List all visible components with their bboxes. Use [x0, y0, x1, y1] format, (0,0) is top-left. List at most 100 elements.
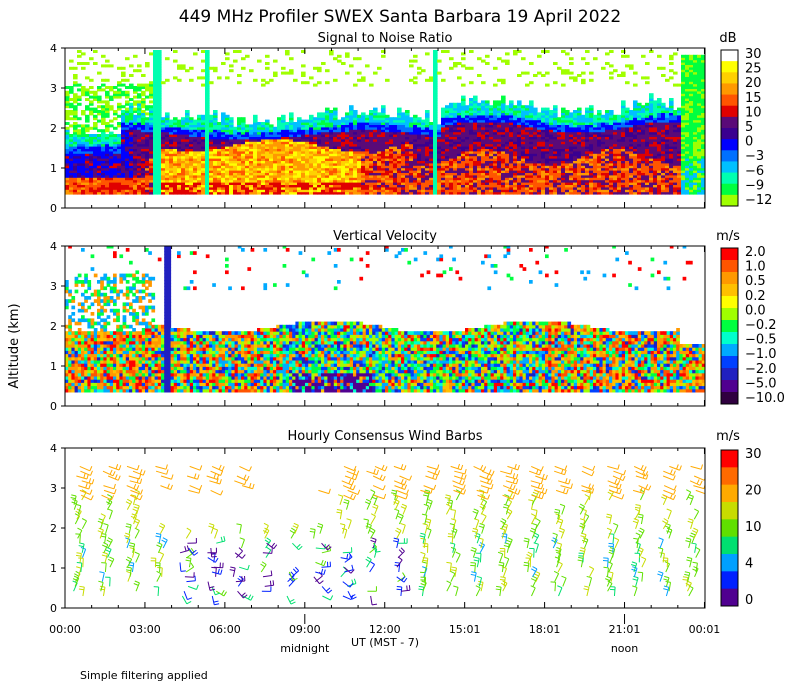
- snr-cell: [81, 124, 86, 128]
- snr-cell: [125, 146, 130, 149]
- snr-cell: [145, 189, 150, 193]
- snr-cell: [457, 191, 462, 195]
- snr-cell: [533, 124, 538, 128]
- snr-cell: [153, 174, 158, 178]
- snr-cell: [69, 191, 74, 195]
- snr-cell: [489, 136, 494, 140]
- snr-cell: [381, 172, 386, 176]
- snr-cell: [429, 146, 434, 149]
- snr-cell: [509, 191, 514, 195]
- snr-cell: [241, 179, 246, 183]
- snr-cell: [545, 122, 550, 125]
- snr-cell: [529, 174, 534, 178]
- snr-cell: [489, 160, 494, 164]
- snr-cell: [225, 136, 230, 140]
- snr-cell: [533, 134, 538, 137]
- snr-cell: [117, 184, 122, 188]
- snr-cell: [525, 148, 530, 152]
- snr-cell: [173, 131, 178, 135]
- snr-cell: [141, 124, 146, 128]
- snr-cell: [553, 167, 558, 171]
- snr-cell: [441, 141, 446, 145]
- snr-cell: [565, 129, 570, 133]
- snr-cell: [137, 138, 142, 142]
- snr-cell: [77, 158, 82, 161]
- snr-cell: [277, 165, 282, 169]
- snr-cell: [353, 136, 358, 140]
- snr-cell: [481, 81, 486, 85]
- snr-cell: [125, 162, 130, 166]
- snr-cell: [93, 160, 98, 164]
- snr-cell: [489, 141, 494, 145]
- snr-cell: [309, 170, 314, 173]
- snr-cell: [289, 146, 294, 149]
- snr-cell: [297, 158, 302, 161]
- snr-cell: [341, 191, 346, 195]
- snr-cell: [281, 148, 286, 152]
- snr-cell: [453, 114, 458, 118]
- snr-cell: [261, 191, 266, 195]
- snr-cell: [573, 76, 578, 80]
- snr-cell: [189, 167, 194, 171]
- snr-cell: [425, 138, 430, 142]
- snr-cell: [569, 136, 574, 140]
- snr-cell: [101, 100, 106, 104]
- snr-cell: [81, 191, 86, 195]
- snr-cell: [81, 167, 86, 171]
- snr-cell: [429, 158, 434, 161]
- snr-cell: [101, 184, 106, 188]
- snr-cell: [209, 177, 214, 181]
- snr-cell: [229, 160, 234, 164]
- snr-cell: [237, 174, 242, 178]
- snr-cell: [493, 182, 498, 185]
- snr-cell: [333, 182, 338, 185]
- snr-cell: [321, 179, 326, 183]
- snr-cell: [137, 143, 142, 147]
- snr-cell: [465, 172, 470, 176]
- snr-cell: [581, 141, 586, 145]
- snr-cell: [297, 117, 302, 121]
- snr-cell: [353, 148, 358, 152]
- snr-cell: [373, 136, 378, 140]
- snr-cell: [129, 150, 134, 154]
- snr-cell: [525, 162, 530, 166]
- snr-cell: [533, 184, 538, 188]
- snr-cell: [561, 162, 566, 166]
- snr-cell: [485, 110, 490, 113]
- snr-cell: [421, 189, 426, 193]
- snr-cell: [461, 179, 466, 183]
- snr-cell: [469, 50, 474, 53]
- snr-cell: [117, 114, 122, 118]
- snr-cell: [349, 119, 354, 123]
- snr-cell: [517, 146, 522, 149]
- snr-cell: [129, 148, 134, 152]
- snr-cell: [489, 131, 494, 135]
- snr-cell: [89, 167, 94, 171]
- snr-cell: [249, 148, 254, 152]
- snr-cell: [313, 143, 318, 147]
- snr-cell: [253, 177, 258, 181]
- snr-cell: [201, 165, 206, 169]
- snr-cell: [237, 126, 242, 130]
- snr-cell: [125, 158, 130, 161]
- snr-cell: [477, 182, 482, 185]
- snr-cell: [161, 165, 166, 169]
- snr-cell: [237, 158, 242, 161]
- snr-cell: [285, 143, 290, 147]
- snr-cell: [533, 146, 538, 149]
- snr-cell: [581, 162, 586, 166]
- snr-cell: [477, 110, 482, 113]
- snr-cell: [349, 131, 354, 135]
- snr-cell: [517, 131, 522, 135]
- snr-cell: [141, 93, 146, 97]
- snr-cell: [117, 162, 122, 166]
- snr-cell: [201, 184, 206, 188]
- snr-cell: [561, 143, 566, 147]
- snr-cell: [433, 57, 438, 61]
- snr-cell: [409, 150, 414, 154]
- snr-cell: [449, 143, 454, 147]
- snr-cell: [157, 162, 162, 166]
- snr-cell: [69, 182, 74, 185]
- snr-cell: [553, 131, 558, 135]
- snr-cell: [201, 191, 206, 195]
